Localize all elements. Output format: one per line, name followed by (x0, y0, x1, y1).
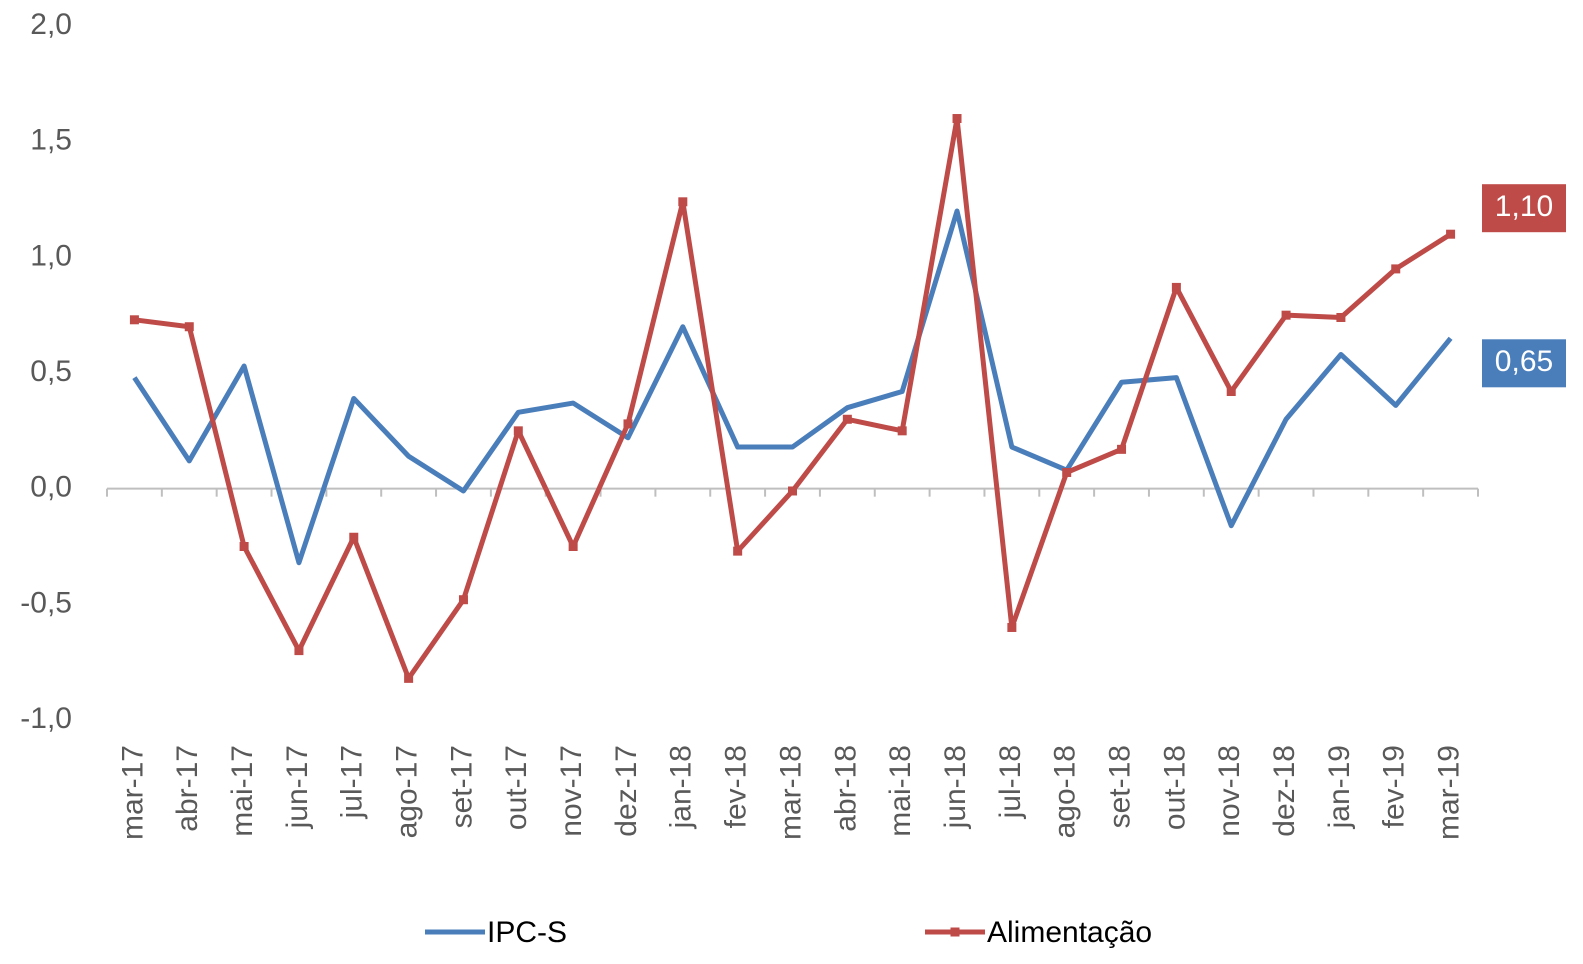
x-tick-label: jan-18 (665, 745, 698, 829)
marker (897, 426, 907, 436)
marker (1446, 229, 1456, 239)
value-label: 0,65 (1495, 345, 1553, 378)
marker (349, 532, 359, 542)
marker (1226, 387, 1236, 397)
marker (678, 197, 688, 207)
x-tick-label: mar-19 (1433, 745, 1466, 840)
marker (1336, 312, 1346, 322)
x-tick-label: set-18 (1103, 745, 1136, 828)
value-label-box (1482, 339, 1566, 388)
marker (404, 673, 414, 683)
x-tick-label: dez-17 (610, 745, 643, 837)
x-tick-label: abr-18 (829, 745, 862, 832)
x-tick-label: jan-19 (1323, 745, 1356, 829)
x-tick-label: dez-18 (1268, 745, 1301, 837)
marker (129, 315, 139, 325)
x-tick-label: jul-17 (336, 745, 369, 819)
marker (239, 542, 249, 551)
marker (184, 322, 194, 332)
x-tick-label: ago-18 (1049, 745, 1082, 838)
value-label-box (1482, 184, 1566, 233)
marker (1062, 467, 1072, 477)
marker (458, 595, 468, 605)
x-tick-label: mar-18 (774, 745, 807, 840)
marker (1171, 282, 1181, 292)
marker (1007, 622, 1017, 632)
x-tick-label: abr-17 (171, 745, 204, 832)
x-tick-label: jun-17 (281, 745, 314, 829)
marker (1281, 310, 1291, 320)
legend-label: Alimentação (987, 916, 1152, 949)
y-tick-label: 2,0 (30, 8, 72, 41)
x-tick-label: out-17 (500, 745, 533, 830)
x-tick-label: mar-17 (116, 745, 149, 840)
marker (513, 426, 523, 436)
legend-marker (950, 927, 960, 937)
x-tick-label: fev-18 (720, 745, 753, 828)
y-tick-label: -0,5 (20, 586, 72, 619)
series-line (132, 208, 1453, 566)
x-tick-label: nov-18 (1213, 745, 1246, 837)
marker (623, 419, 633, 429)
marker (842, 414, 852, 424)
y-tick-label: 0,0 (30, 471, 72, 504)
marker (733, 546, 743, 556)
legend-label: IPC-S (487, 916, 567, 949)
x-tick-label: jun-18 (939, 745, 972, 829)
marker (1391, 264, 1401, 274)
marker (788, 486, 797, 496)
marker (952, 114, 962, 124)
x-tick-label: ago-17 (391, 745, 424, 838)
marker (294, 646, 304, 656)
x-tick-label: out-18 (1158, 745, 1191, 830)
x-tick-label: nov-17 (555, 745, 588, 837)
x-tick-label: jul-18 (994, 745, 1027, 819)
series-line (134, 116, 1452, 681)
x-tick-label: fev-19 (1378, 745, 1411, 828)
y-tick-label: 1,5 (30, 124, 72, 157)
x-tick-label: set-17 (445, 745, 478, 828)
x-tick-label: mai-18 (884, 745, 917, 837)
y-tick-label: 1,0 (30, 239, 72, 272)
y-tick-label: -1,0 (20, 702, 72, 735)
marker (568, 542, 578, 551)
marker (1117, 444, 1127, 454)
y-tick-label: 0,5 (30, 355, 72, 388)
value-label: 1,10 (1495, 190, 1553, 223)
x-tick-label: mai-17 (226, 745, 259, 837)
